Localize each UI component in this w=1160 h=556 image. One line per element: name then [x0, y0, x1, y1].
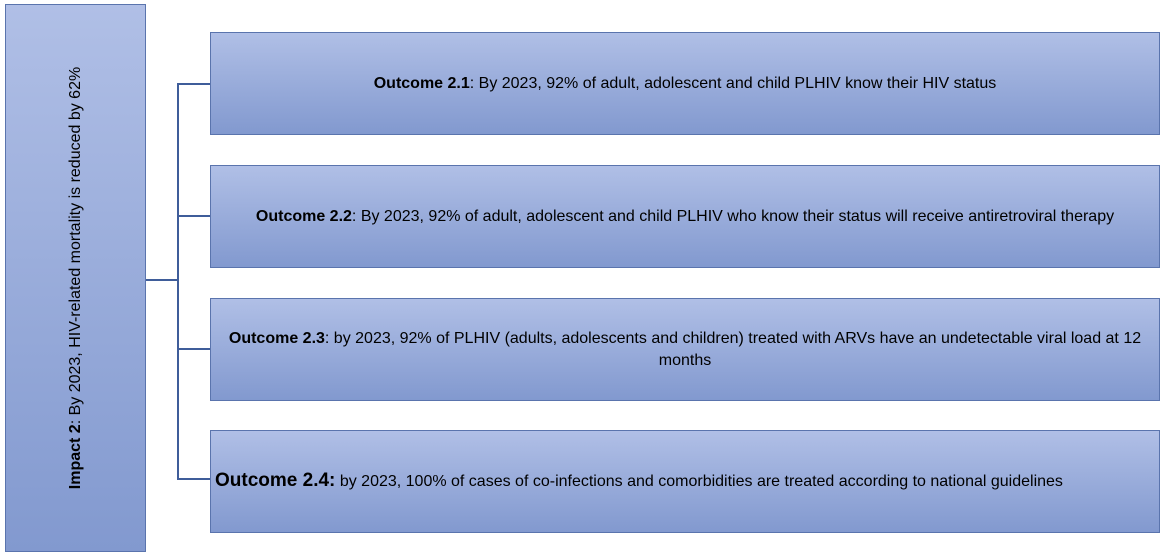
outcome-text: Outcome 2.4: by 2023, 100% of cases of c…	[215, 470, 1063, 493]
outcome-box: Outcome 2.2: By 2023, 92% of adult, adol…	[210, 165, 1160, 268]
outcome-text: Outcome 2.2: By 2023, 92% of adult, adol…	[256, 206, 1114, 228]
outcome-label: Outcome 2.1	[373, 74, 470, 92]
outcome-label: Outcome 2.3	[228, 329, 325, 347]
outcome-description: : By 2023, 92% of adult, adolescent and …	[351, 207, 1115, 225]
outcome-box: Outcome 2.4: by 2023, 100% of cases of c…	[210, 430, 1160, 533]
impact-box: Impact 2: By 2023, HIV-related mortality…	[5, 4, 146, 552]
outcome-box: Outcome 2.1: By 2023, 92% of adult, adol…	[210, 32, 1160, 135]
outcome-text: Outcome 2.3: by 2023, 92% of PLHIV (adul…	[221, 328, 1149, 372]
outcome-text: Outcome 2.1: By 2023, 92% of adult, adol…	[374, 73, 997, 95]
impact-description: : By 2023, HIV-related mortality is redu…	[66, 66, 84, 425]
outcome-label: Outcome 2.4:	[215, 470, 336, 491]
impact-text: Impact 2: By 2023, HIV-related mortality…	[65, 8, 87, 548]
outcome-description: : By 2023, 92% of adult, adolescent and …	[469, 74, 997, 92]
impact-label: Impact 2	[66, 424, 84, 490]
outcome-description: : by 2023, 92% of PLHIV (adults, adolesc…	[324, 329, 1142, 369]
outcome-label: Outcome 2.2	[255, 207, 352, 225]
outcome-description: by 2023, 100% of cases of co-infections …	[335, 473, 1063, 490]
outcome-box: Outcome 2.3: by 2023, 92% of PLHIV (adul…	[210, 298, 1160, 401]
